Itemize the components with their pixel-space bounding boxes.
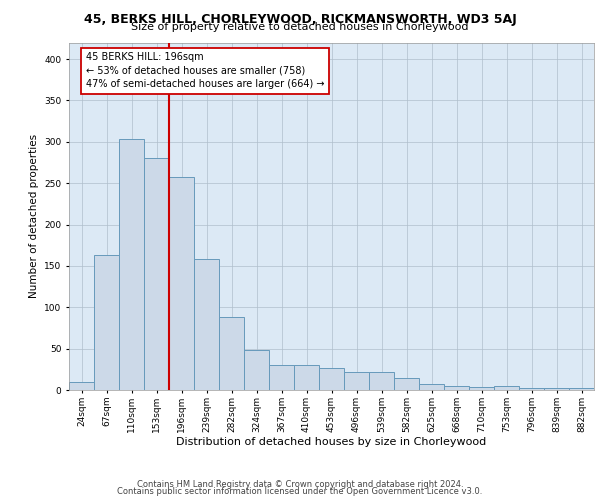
Bar [169,178,194,390]
Bar [519,388,544,390]
Bar [319,368,344,390]
Bar [69,382,94,390]
Bar [369,372,394,390]
Bar [244,350,269,390]
Bar [469,386,494,390]
Bar [494,386,519,390]
Bar [144,158,169,390]
Bar [94,255,119,390]
X-axis label: Distribution of detached houses by size in Chorleywood: Distribution of detached houses by size … [176,438,487,448]
Text: 45 BERKS HILL: 196sqm
← 53% of detached houses are smaller (758)
47% of semi-det: 45 BERKS HILL: 196sqm ← 53% of detached … [86,52,325,89]
Text: Contains HM Land Registry data © Crown copyright and database right 2024.: Contains HM Land Registry data © Crown c… [137,480,463,489]
Bar [569,388,594,390]
Text: Size of property relative to detached houses in Chorleywood: Size of property relative to detached ho… [131,22,469,32]
Y-axis label: Number of detached properties: Number of detached properties [29,134,38,298]
Bar [394,378,419,390]
Bar [219,317,244,390]
Text: Contains public sector information licensed under the Open Government Licence v3: Contains public sector information licen… [118,487,482,496]
Text: 45, BERKS HILL, CHORLEYWOOD, RICKMANSWORTH, WD3 5AJ: 45, BERKS HILL, CHORLEYWOOD, RICKMANSWOR… [83,12,517,26]
Bar [119,140,144,390]
Bar [294,365,319,390]
Bar [419,384,444,390]
Bar [344,372,369,390]
Bar [269,365,294,390]
Bar [444,386,469,390]
Bar [544,388,569,390]
Bar [194,260,219,390]
